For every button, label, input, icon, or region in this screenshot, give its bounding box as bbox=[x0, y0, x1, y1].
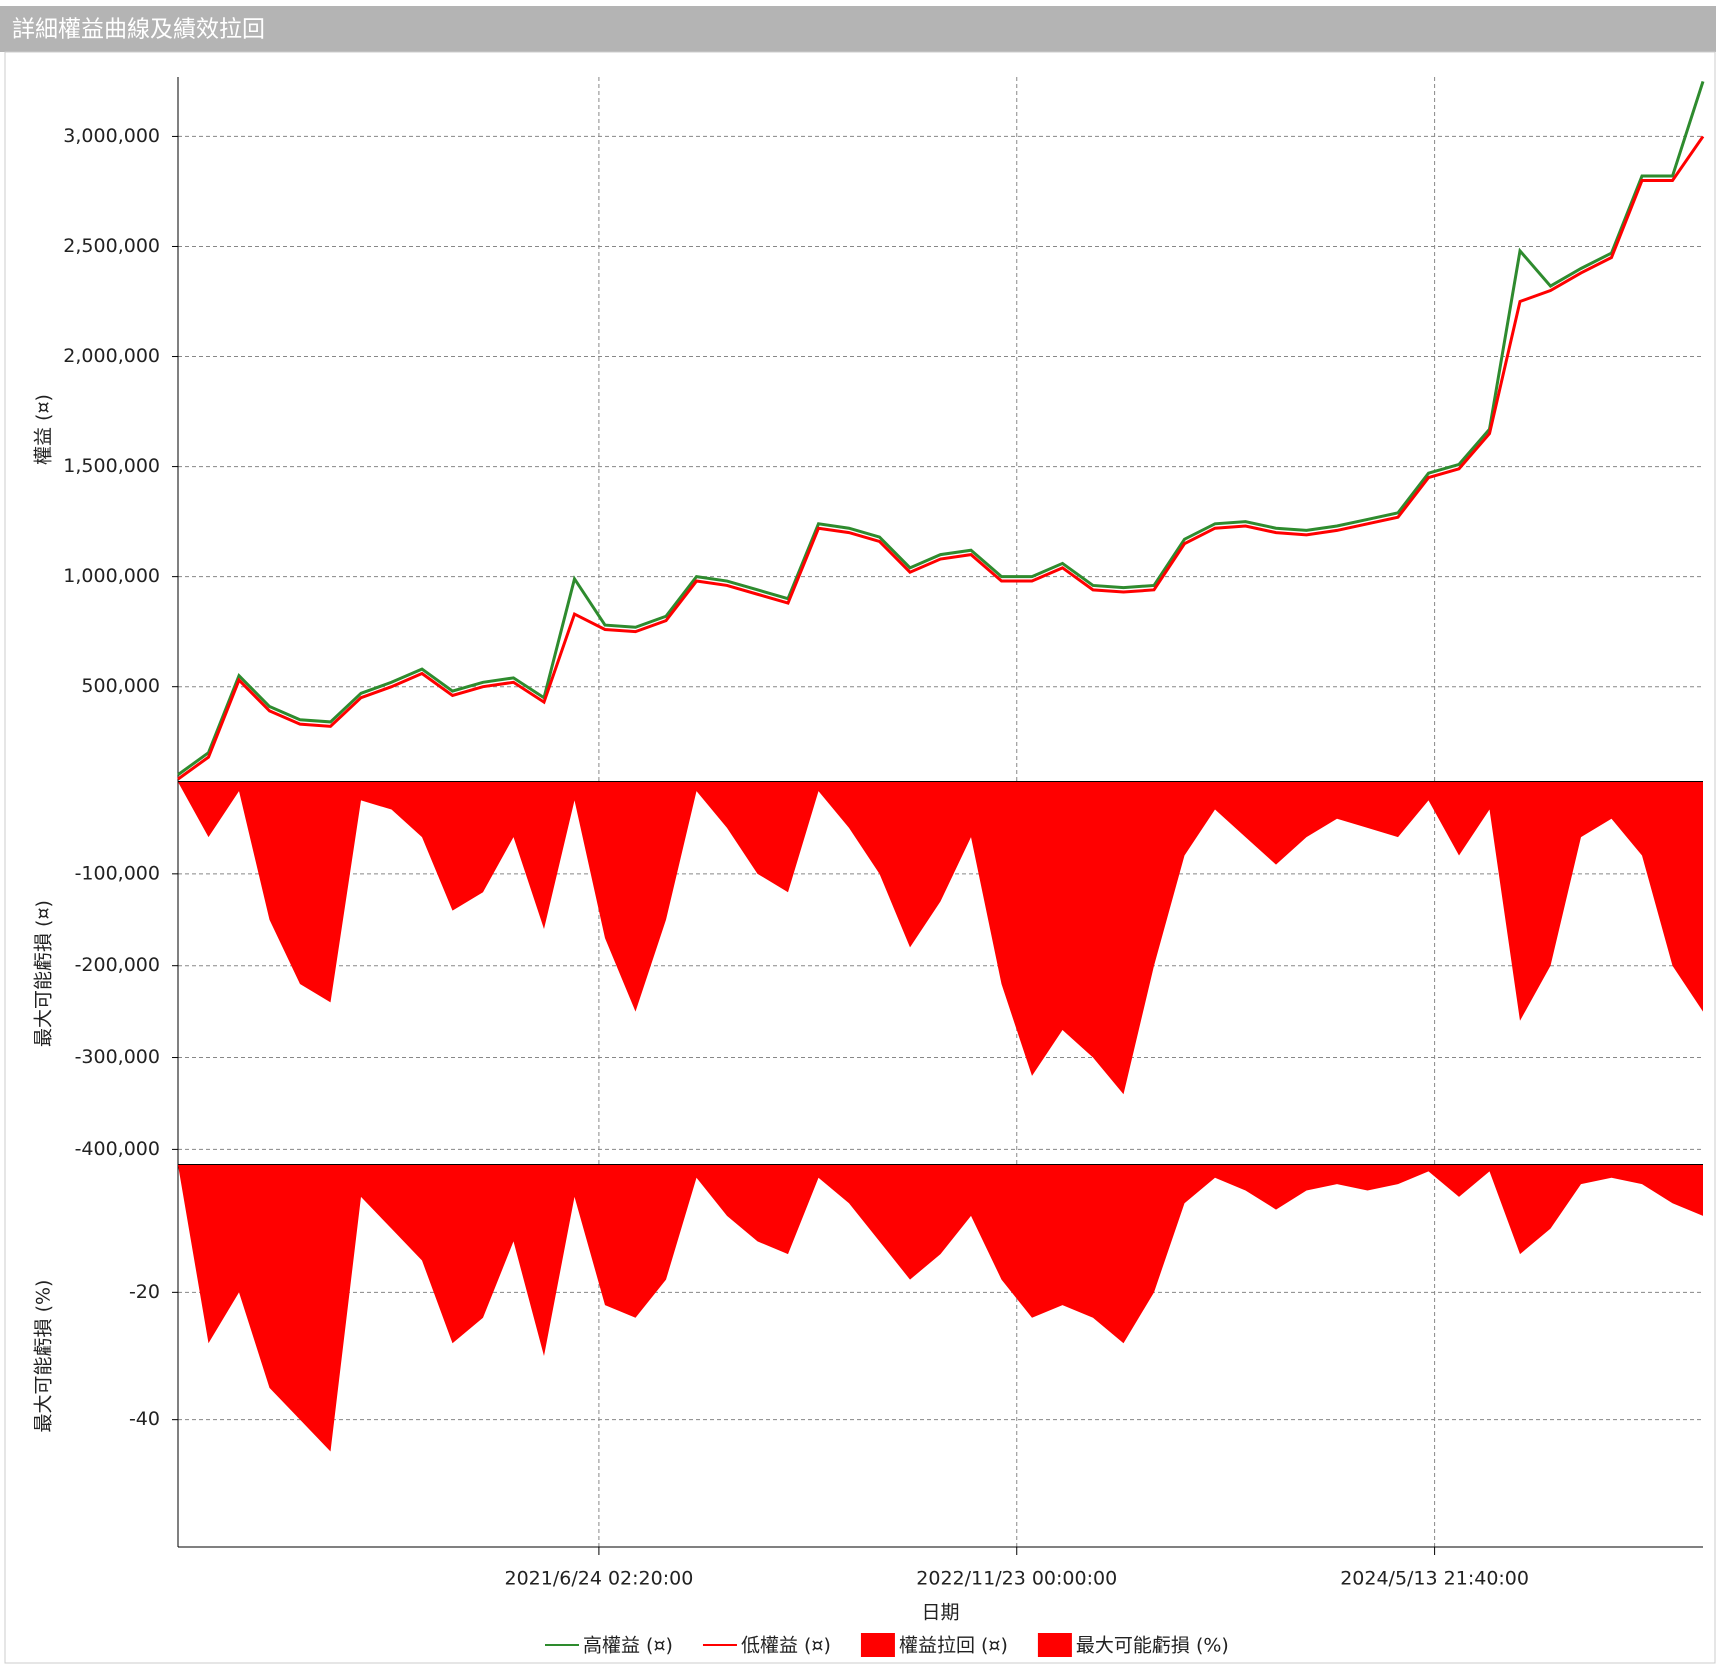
y-tick-label: 500,000 bbox=[81, 675, 160, 697]
y-axis-label: 最大可能虧損 (¤) bbox=[33, 900, 55, 1047]
legend-label: 低權益 (¤) bbox=[741, 1635, 831, 1657]
x-tick-label: 2021/6/24 02:20:00 bbox=[505, 1568, 694, 1590]
legend-label: 高權益 (¤) bbox=[583, 1635, 673, 1657]
chart-title: 詳細權益曲線及績效拉回 bbox=[12, 17, 265, 43]
title-bar bbox=[0, 6, 1716, 52]
y-tick-label: -200,000 bbox=[75, 954, 160, 976]
y-tick-label: 1,000,000 bbox=[63, 565, 160, 587]
y-tick-label: -300,000 bbox=[75, 1046, 160, 1068]
y-tick-label: 2,000,000 bbox=[63, 345, 160, 367]
y-tick-label: 2,500,000 bbox=[63, 235, 160, 257]
y-tick-label: -20 bbox=[129, 1281, 160, 1303]
y-tick-label: -400,000 bbox=[75, 1138, 160, 1160]
legend-label: 權益拉回 (¤) bbox=[899, 1635, 1008, 1657]
drawdown-area bbox=[178, 782, 1703, 1095]
drawdown-area bbox=[178, 1165, 1703, 1452]
y-tick-label: 1,500,000 bbox=[63, 455, 160, 477]
x-axis-label: 日期 bbox=[921, 1602, 959, 1624]
x-tick-label: 2024/5/13 21:40:00 bbox=[1340, 1568, 1529, 1590]
legend-swatch bbox=[1037, 1633, 1072, 1657]
y-axis-label: 最大可能虧損 (%) bbox=[33, 1280, 55, 1433]
equity-line bbox=[177, 80, 1705, 776]
frame bbox=[4, 51, 1716, 1664]
legend-swatch bbox=[860, 1633, 895, 1657]
equity-line bbox=[177, 135, 1705, 781]
x-tick-label: 2022/11/23 00:00:00 bbox=[916, 1568, 1117, 1590]
legend-label: 最大可能虧損 (%) bbox=[1076, 1635, 1229, 1657]
y-tick-label: -100,000 bbox=[75, 862, 160, 884]
y-axis-label: 權益 (¤) bbox=[33, 394, 55, 465]
y-tick-label: -40 bbox=[129, 1408, 160, 1430]
y-tick-label: 3,000,000 bbox=[63, 125, 160, 147]
